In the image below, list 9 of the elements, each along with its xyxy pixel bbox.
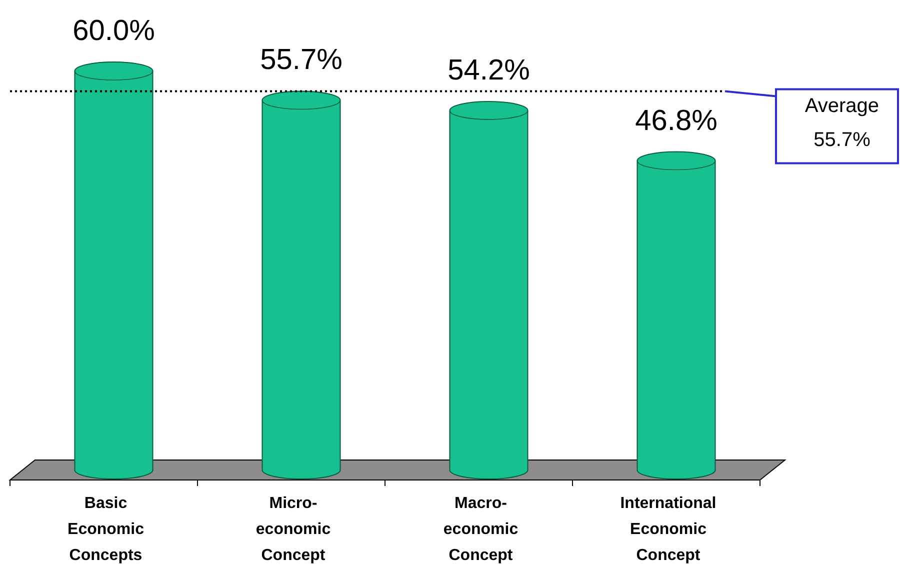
x-tick-label: International Economic Concept bbox=[620, 495, 716, 564]
data-label: 60.0% bbox=[72, 15, 155, 47]
x-tick-label: Macro-economic Concept bbox=[443, 495, 518, 564]
x-tick-label: Basic Economic Concepts bbox=[68, 495, 144, 564]
data-label: 55.7% bbox=[260, 44, 342, 76]
data-label: 54.2% bbox=[448, 54, 530, 86]
data-label: 46.8% bbox=[635, 104, 718, 137]
ref-line-label: Average 55.7% bbox=[804, 95, 880, 152]
x-tick-label: Micro-economic Concept bbox=[256, 495, 331, 564]
